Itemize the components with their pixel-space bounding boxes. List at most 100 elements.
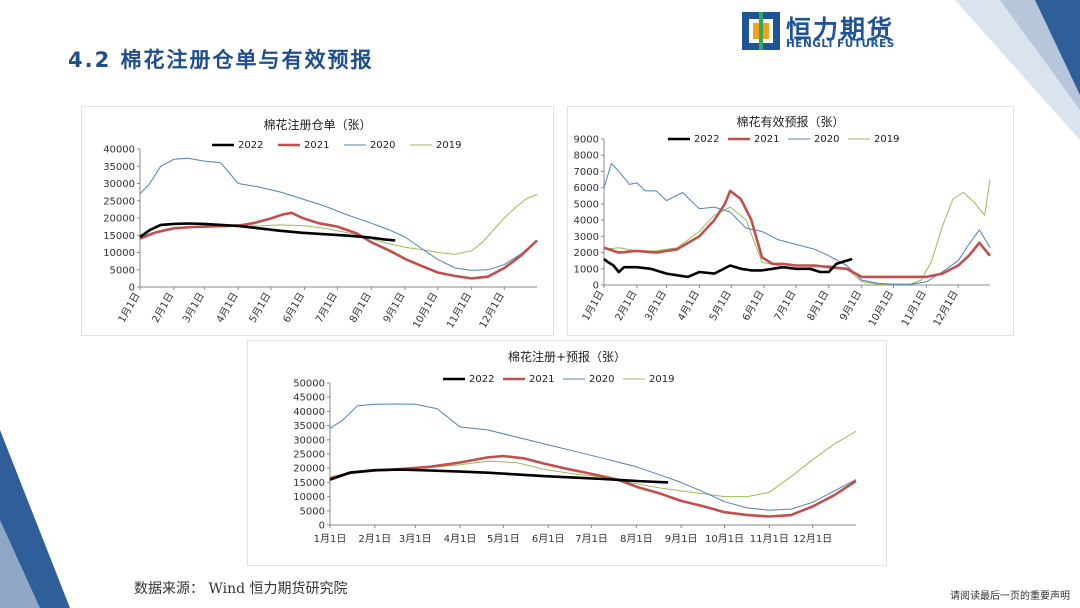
legend-label-2020: 2020	[370, 140, 395, 151]
chart-title: 棉花有效预报（张）	[736, 114, 844, 129]
chart-registered-plus-forecast: 棉花注册+预报（张） 2022 2021 2020 2019 0 5000 10000 1500…	[293, 349, 857, 545]
legend-label-2019: 2019	[874, 134, 899, 145]
chart-title: 棉花注册仓单（张）	[263, 117, 371, 132]
y-tick-label: 0	[593, 281, 599, 292]
x-tick-label: 10月1日	[410, 291, 440, 331]
legend-label-2022: 2022	[469, 374, 494, 385]
y-tick-label: 45000	[293, 393, 325, 404]
series-line-2022	[139, 222, 396, 242]
series-line-2021	[329, 454, 857, 518]
series-line-2019	[329, 430, 857, 498]
y-tick-label: 50000	[293, 379, 325, 390]
x-tick-label: 11月1日	[750, 533, 789, 545]
y-tick-label: 5000	[300, 506, 325, 517]
y-tick-label: 40000	[103, 145, 135, 156]
x-tick-label: 12月1日	[477, 291, 507, 331]
chart-effective-forecast: 棉花有效预报（张） 2022 2021 2020 2019 0 1000 2000 3000 40…	[574, 114, 992, 329]
legend-label-2019: 2019	[649, 374, 674, 385]
series-line-2021	[139, 211, 538, 280]
series-line-2022	[329, 468, 669, 484]
x-tick-label: 2月1日	[613, 289, 640, 323]
x-tick-label: 1月1日	[314, 533, 347, 545]
y-tick-label: 4000	[574, 216, 599, 227]
legend-label-2020: 2020	[814, 134, 839, 145]
y-tick-label: 8000	[574, 151, 599, 162]
chart-registered-warehouse-receipts: 棉花注册仓单（张）2022 2021 2020 2019 0 5000 10000 15000…	[103, 117, 538, 331]
x-tick-label: 9月1日	[665, 533, 698, 545]
y-tick-label: 30000	[103, 179, 135, 190]
x-tick-label: 12月1日	[793, 533, 832, 545]
y-tick-label: 9000	[574, 135, 599, 146]
y-tick-label: 35000	[103, 162, 135, 173]
x-tick-label: 6月1日	[532, 533, 565, 545]
series-line-2021	[603, 189, 992, 279]
y-tick-label: 20000	[103, 214, 135, 225]
y-tick-label: 5000	[574, 199, 599, 210]
x-tick-label: 9月1日	[381, 291, 408, 325]
x-tick-label: 3月1日	[642, 289, 669, 323]
y-tick-label: 20000	[293, 464, 325, 475]
series-line-2022	[603, 257, 853, 279]
x-tick-label: 8月1日	[347, 291, 374, 325]
page-title: 4.2 棉花注册仓单与有效预报	[68, 48, 374, 72]
y-tick-label: 25000	[103, 196, 135, 207]
y-tick-label: 6000	[574, 183, 599, 194]
x-tick-label: 5月1日	[247, 291, 274, 325]
x-tick-label: 10月1日	[705, 533, 744, 545]
x-tick-label: 2月1日	[358, 533, 391, 545]
x-tick-label: 4月1日	[675, 289, 702, 323]
y-tick-label: 3000	[574, 232, 599, 243]
x-tick-label: 11月1日	[444, 291, 474, 331]
legend-label-2019: 2019	[436, 140, 461, 151]
y-tick-label: 35000	[293, 421, 325, 432]
legend-label-2020: 2020	[589, 374, 614, 385]
x-tick-label: 1月1日	[116, 291, 143, 325]
series-line-2019	[603, 179, 991, 285]
logo-mark-icon	[742, 12, 780, 50]
y-tick-label: 1000	[574, 264, 599, 275]
y-tick-label: 0	[129, 283, 135, 294]
y-tick-label: 30000	[293, 435, 325, 446]
y-tick-label: 7000	[574, 167, 599, 178]
y-tick-label: 25000	[293, 450, 325, 461]
y-tick-label: 10000	[293, 492, 325, 503]
legend-label-2022: 2022	[238, 140, 263, 151]
x-tick-label: 10月1日	[866, 289, 896, 329]
x-tick-label: 8月1日	[620, 533, 653, 545]
chart-panel-forecast: 棉花有效预报（张） 2022 2021 2020 2019 0 1000 2000 3000 40…	[567, 106, 1014, 336]
x-tick-label: 5月1日	[487, 533, 520, 545]
legend-label-2021: 2021	[529, 374, 554, 385]
chart-panel-registered: 棉花注册仓单（张） 2022 2021 2020 2019 0 5000 10000 15000…	[81, 106, 554, 336]
x-tick-label: 8月1日	[805, 289, 832, 323]
legend-label-2021: 2021	[754, 134, 779, 145]
x-tick-label: 1月1日	[580, 289, 607, 323]
y-tick-label: 5000	[110, 265, 135, 276]
x-tick-label: 6月1日	[281, 291, 308, 325]
logo-text-cn: 恒力期货	[786, 15, 895, 44]
x-tick-label: 5月1日	[707, 289, 734, 323]
x-tick-label: 2月1日	[150, 291, 177, 325]
data-source: 数据来源： Wind 恒力期货研究院	[134, 581, 348, 597]
legend-label-2022: 2022	[694, 134, 719, 145]
y-tick-label: 15000	[103, 231, 135, 242]
series-line-2020	[603, 162, 991, 285]
legend-label-2021: 2021	[304, 140, 329, 151]
y-tick-label: 2000	[574, 248, 599, 259]
x-tick-label: 7月1日	[772, 289, 799, 323]
x-tick-label: 4月1日	[444, 533, 477, 545]
y-tick-label: 15000	[293, 478, 325, 489]
company-logo: 恒力期货 HENGLI FUTURES	[742, 10, 922, 52]
x-tick-label: 7月1日	[313, 291, 340, 325]
logo-text-en: HENGLI FUTURES	[786, 38, 895, 50]
x-tick-label: 4月1日	[214, 291, 241, 325]
x-tick-label: 9月1日	[838, 289, 865, 323]
disclaimer-note: 请阅读最后一页的重要声明	[950, 591, 1070, 602]
x-tick-label: 3月1日	[399, 533, 432, 545]
y-tick-label: 0	[319, 521, 325, 532]
y-tick-label: 10000	[103, 248, 135, 259]
y-tick-label: 40000	[293, 407, 325, 418]
series-line-2020	[329, 403, 857, 511]
x-tick-label: 3月1日	[180, 291, 207, 325]
x-tick-label: 6月1日	[740, 289, 767, 323]
